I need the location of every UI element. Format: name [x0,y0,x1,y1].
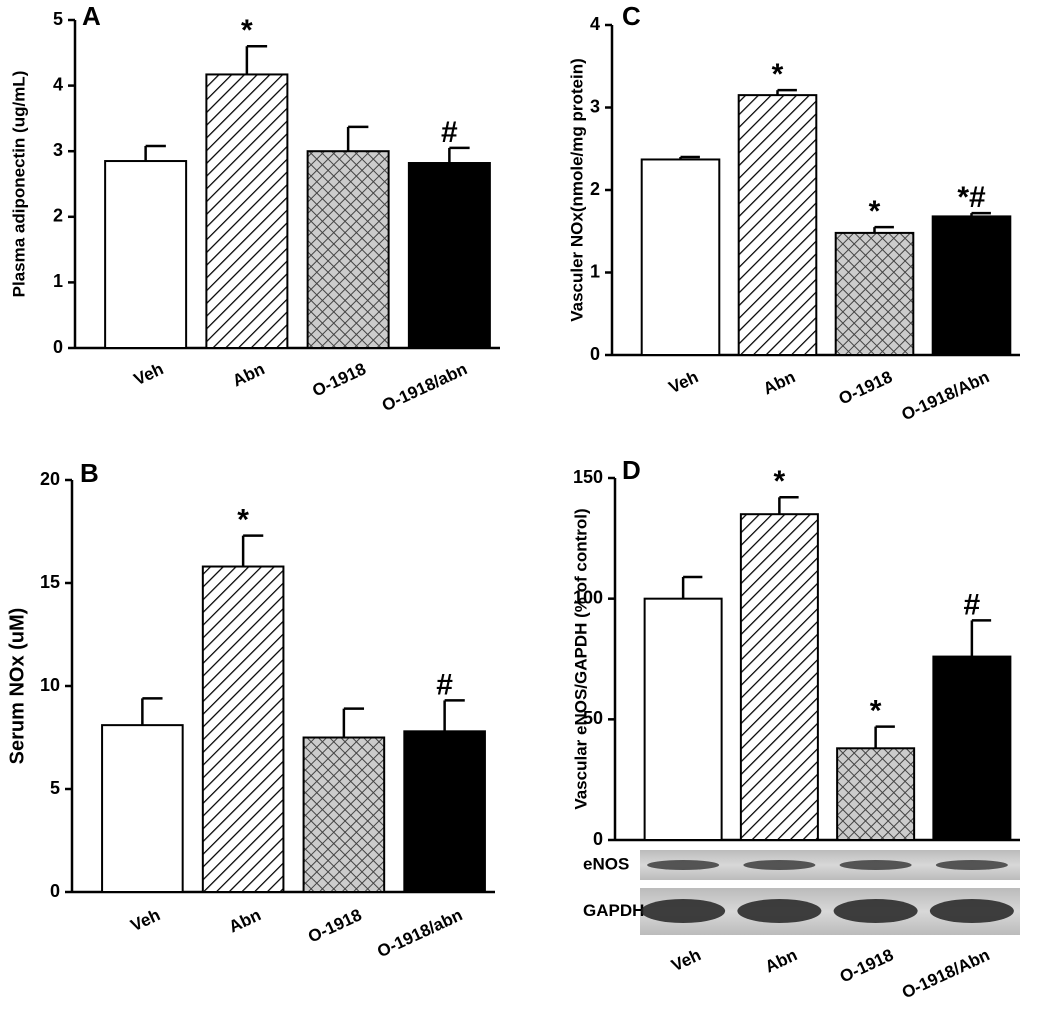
blot-band [833,899,918,923]
y-axis-label: Plasma adiponectin (ug/mL) [9,71,28,298]
x-tick-label: Abn [760,367,798,398]
y-tick-label: 1 [590,261,600,281]
y-tick-label: 0 [50,881,60,901]
bar [205,73,289,349]
y-tick-label: 20 [40,469,60,489]
significance-mark: * [870,694,882,727]
blot-band [743,860,816,870]
x-tick-label: Veh [668,945,703,975]
x-tick-label: O-1918/Abn [899,945,993,1002]
bar [201,565,285,894]
x-tick-label: Abn [230,359,268,390]
x-tick-label: O-1918 [309,359,368,400]
significance-mark: * [241,14,253,47]
blot-band [929,899,1014,923]
y-tick-label: 2 [590,179,600,199]
significance-mark: * [774,465,786,498]
x-tick-label: O-1918 [837,945,896,986]
y-tick-label: 5 [50,778,60,798]
blot-band [935,860,1008,870]
significance-mark: * [772,58,784,91]
y-tick-label: 3 [590,96,600,116]
significance-mark: * [237,504,249,537]
blot-band [737,899,822,923]
y-tick-label: 150 [573,467,603,487]
bar [836,747,916,841]
y-tick-label: 15 [40,572,60,592]
bar [104,160,188,349]
blot-label: eNOS [583,854,629,873]
bar [640,158,721,356]
y-tick-label: 100 [573,587,603,607]
significance-mark: # [441,116,458,149]
significance-mark: # [436,668,453,701]
x-tick-label: Veh [666,367,701,397]
x-tick-label: O-1918/abn [374,905,465,961]
y-axis-label: Vascular eNOS/GAPDH (% of control) [571,508,590,809]
bar [101,724,184,894]
bar [739,513,819,841]
bar [643,597,723,842]
y-tick-label: 0 [593,829,603,849]
y-tick-label: 3 [53,140,63,160]
y-tick-label: 4 [590,14,600,34]
blot-band [839,860,912,870]
bar [932,655,1012,841]
x-tick-label: O-1918 [836,367,895,408]
x-tick-label: O-1918 [305,905,364,946]
y-tick-label: 1 [53,271,63,291]
y-tick-label: 4 [53,74,63,94]
x-tick-label: Abn [762,945,800,976]
y-tick-label: 50 [583,708,603,728]
bar [737,94,818,356]
y-axis-label: Vasculer NOx(nmole/mg protein) [567,58,586,322]
bar [407,162,491,349]
y-tick-label: 2 [53,206,63,226]
significance-mark: * [869,195,881,228]
x-tick-label: O-1918/Abn [899,367,993,424]
y-tick-label: 5 [53,9,63,29]
panel-label: B [80,458,99,488]
panel-label: A [82,1,101,31]
x-tick-label: O-1918/abn [379,359,470,415]
y-tick-label: 0 [590,344,600,364]
significance-mark: # [964,588,981,621]
bar [302,736,386,893]
blot-band [647,860,720,870]
bar [834,231,915,356]
panel-label: D [622,455,641,485]
bar [306,150,390,349]
panel-label: C [622,1,641,31]
x-tick-label: Abn [226,905,264,936]
x-tick-label: Veh [131,359,166,389]
y-tick-label: 0 [53,337,63,357]
bar [403,730,486,893]
blot-label: GAPDH [583,901,644,920]
blot-band [641,899,726,923]
significance-mark: *# [957,181,986,214]
y-axis-label: Serum NOx (uM) [6,608,28,765]
bar [931,215,1012,356]
y-tick-label: 10 [40,675,60,695]
x-tick-label: Veh [128,905,163,935]
